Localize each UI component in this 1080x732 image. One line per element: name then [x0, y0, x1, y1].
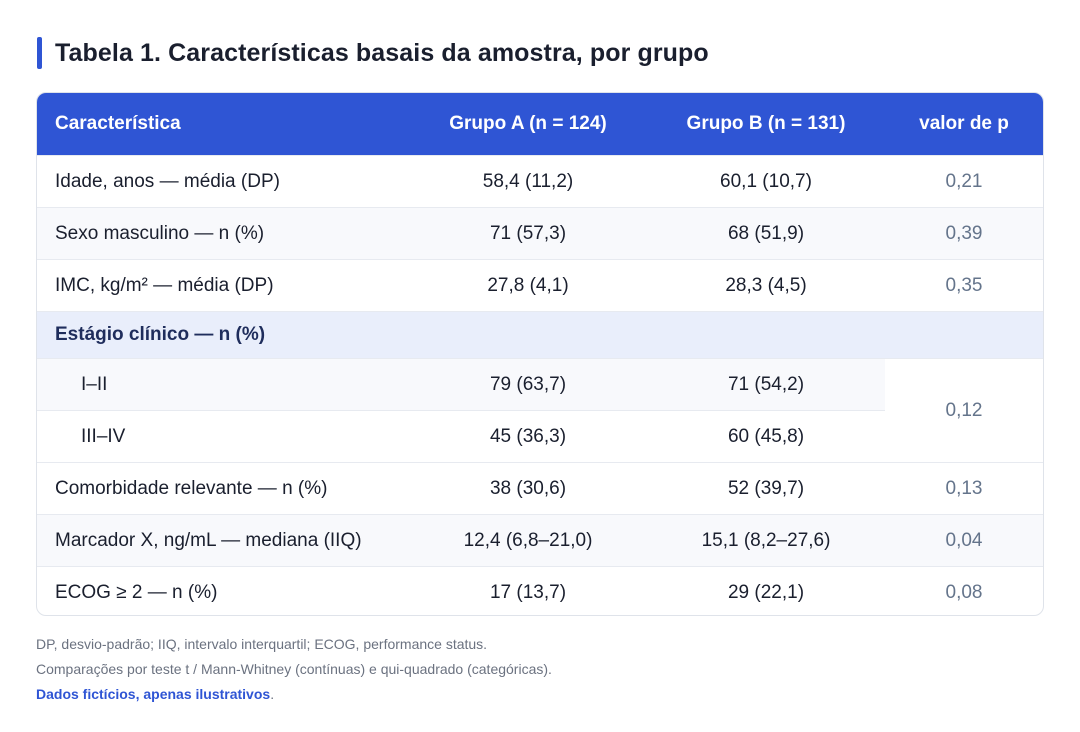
table-row: Sexo masculino — n (%) 71 (57,3) 68 (51,… [37, 207, 1043, 260]
p-value: 0,08 [885, 566, 1043, 615]
p-value: 0,21 [885, 155, 1043, 208]
p-value: 0,12 [885, 358, 1043, 463]
group-a-value: 17 (13,7) [409, 566, 647, 615]
title-block: Tabela 1. Características basais da amos… [37, 36, 709, 70]
row-label: I–II [37, 358, 409, 411]
row-label: Comorbidade relevante — n (%) [37, 462, 409, 515]
table-row: III–IV 45 (36,3) 60 (45,8) [37, 410, 1043, 463]
group-a-value: 45 (36,3) [409, 410, 647, 463]
footnote-methods: Comparações por teste t / Mann-Whitney (… [36, 661, 552, 677]
p-value: 0,35 [885, 259, 1043, 312]
group-a-value: 79 (63,7) [409, 358, 647, 411]
row-label: III–IV [37, 410, 409, 463]
column-header-p-value: valor de p [885, 93, 1043, 156]
group-b-value: 68 (51,9) [647, 207, 885, 260]
footnote-disclaimer: Dados fictícios, apenas ilustrativos. [36, 682, 552, 707]
page-title: Tabela 1. Características basais da amos… [55, 38, 709, 67]
table-header-row: Característica Grupo A (n = 124) Grupo B… [37, 93, 1043, 156]
group-b-value: 52 (39,7) [647, 462, 885, 515]
group-a-value: 27,8 (4,1) [409, 259, 647, 312]
section-label: Estágio clínico — n (%) [37, 311, 1043, 359]
disclaimer-period: . [270, 686, 275, 702]
title-accent-bar [37, 37, 42, 69]
table-row: ECOG ≥ 2 — n (%) 17 (13,7) 29 (22,1) 0,0… [37, 566, 1043, 615]
group-b-value: 28,3 (4,5) [647, 259, 885, 312]
table-row: Idade, anos — média (DP) 58,4 (11,2) 60,… [37, 155, 1043, 208]
group-a-value: 38 (30,6) [409, 462, 647, 515]
table-footnotes: DP, desvio-padrão; IIQ, intervalo interq… [36, 632, 552, 707]
group-b-value: 60,1 (10,7) [647, 155, 885, 208]
row-label: Marcador X, ng/mL — mediana (IIQ) [37, 514, 409, 567]
row-label: IMC, kg/m² — média (DP) [37, 259, 409, 312]
table-row: Marcador X, ng/mL — mediana (IIQ) 12,4 (… [37, 514, 1043, 567]
column-header-characteristic: Característica [37, 93, 409, 156]
table-row: Comorbidade relevante — n (%) 38 (30,6) … [37, 462, 1043, 515]
group-b-value: 29 (22,1) [647, 566, 885, 615]
row-label: Sexo masculino — n (%) [37, 207, 409, 260]
row-label: ECOG ≥ 2 — n (%) [37, 566, 409, 615]
footnote-abbreviations: DP, desvio-padrão; IIQ, intervalo interq… [36, 636, 488, 652]
characteristics-table-card: Característica Grupo A (n = 124) Grupo B… [36, 92, 1044, 616]
disclaimer-text: Dados fictícios, apenas ilustrativos [36, 686, 271, 702]
p-value: 0,39 [885, 207, 1043, 260]
group-b-value: 60 (45,8) [647, 410, 885, 463]
group-a-value: 71 (57,3) [409, 207, 647, 260]
group-a-value: 58,4 (11,2) [409, 155, 647, 208]
table-row: I–II 79 (63,7) 71 (54,2) 0,12 [37, 358, 1043, 463]
column-header-group-a: Grupo A (n = 124) [409, 93, 647, 156]
group-b-value: 15,1 (8,2–27,6) [647, 514, 885, 567]
row-label: Idade, anos — média (DP) [37, 155, 409, 208]
table-row: IMC, kg/m² — média (DP) 27,8 (4,1) 28,3 … [37, 259, 1043, 312]
p-value: 0,13 [885, 462, 1043, 515]
group-a-value: 12,4 (6,8–21,0) [409, 514, 647, 567]
group-b-value: 71 (54,2) [647, 358, 885, 411]
section-header-row: Estágio clínico — n (%) [37, 311, 1043, 359]
column-header-group-b: Grupo B (n = 131) [647, 93, 885, 156]
p-value: 0,04 [885, 514, 1043, 567]
characteristics-table: Característica Grupo A (n = 124) Grupo B… [37, 93, 1043, 615]
